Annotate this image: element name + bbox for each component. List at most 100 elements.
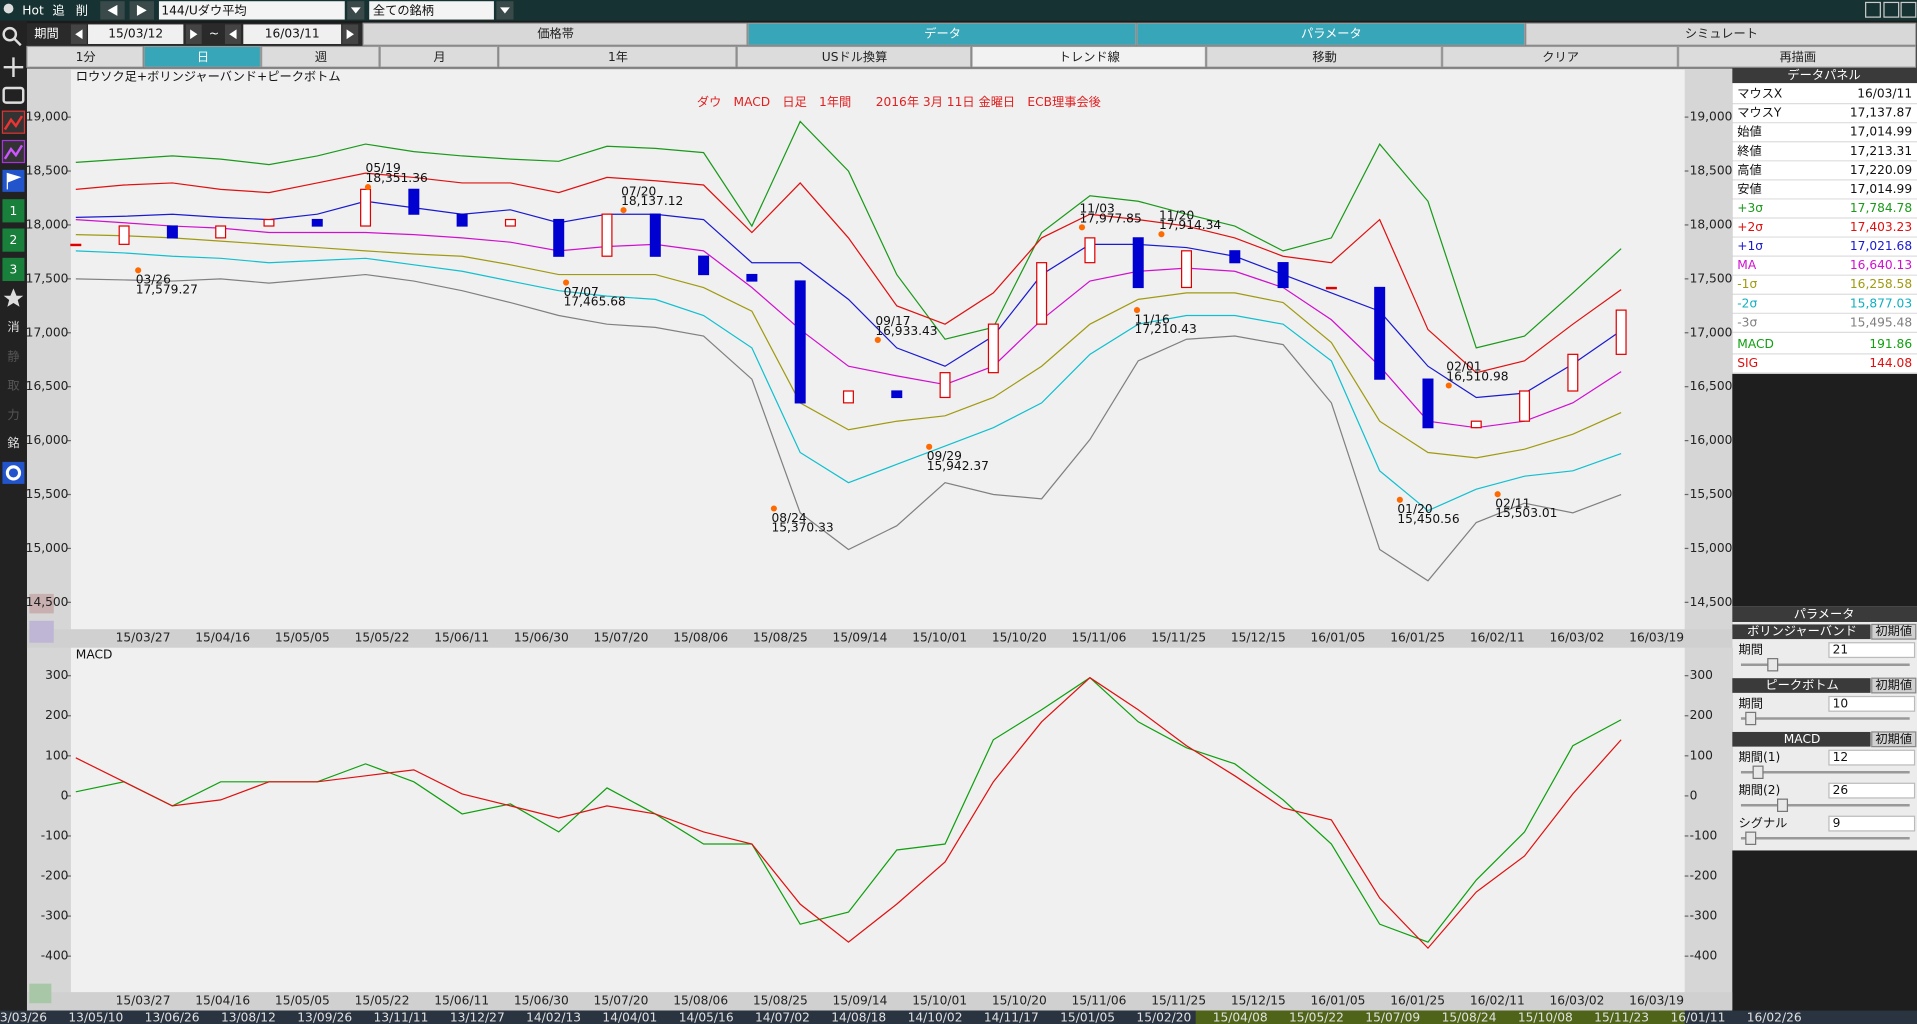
y-tick-label: 300 bbox=[1690, 668, 1713, 682]
x-tick-label: 16/03/02 bbox=[1550, 993, 1605, 1007]
toolbar-tab[interactable] bbox=[498, 45, 737, 68]
param-input[interactable] bbox=[1828, 642, 1916, 659]
annotation-date: 02/01 bbox=[1446, 360, 1481, 374]
toolbar-tab[interactable] bbox=[1442, 45, 1678, 68]
tab[interactable] bbox=[1525, 22, 1917, 46]
timeline-label[interactable]: 15/01/05 bbox=[1060, 1010, 1115, 1024]
slider-knob[interactable] bbox=[1745, 831, 1757, 845]
preset-2[interactable] bbox=[2, 228, 25, 252]
reset-button[interactable] bbox=[1871, 677, 1917, 694]
timeline-label[interactable]: 13/03/26 bbox=[0, 1010, 47, 1024]
tab[interactable] bbox=[362, 22, 748, 46]
x-tick-label: 15/07/20 bbox=[594, 630, 649, 644]
timeline-label[interactable]: 14/04/01 bbox=[602, 1010, 657, 1024]
crosshair-icon[interactable] bbox=[3, 57, 24, 77]
timeline-label[interactable]: 15/07/09 bbox=[1365, 1010, 1420, 1024]
search-icon[interactable] bbox=[2, 26, 18, 42]
camera-icon[interactable] bbox=[2, 86, 25, 104]
timeline-label[interactable]: 15/10/08 bbox=[1518, 1010, 1573, 1024]
timeline-label[interactable]: 14/08/18 bbox=[831, 1010, 886, 1024]
sidebar-label[interactable]: 力 bbox=[7, 408, 19, 422]
parameter-panel-header bbox=[1732, 606, 1917, 622]
toolbar-tab[interactable] bbox=[736, 45, 972, 68]
timeline-label[interactable]: 15/04/08 bbox=[1213, 1010, 1268, 1024]
timeline-label[interactable]: 14/11/17 bbox=[984, 1010, 1039, 1024]
x-tick-label: 15/10/20 bbox=[992, 993, 1047, 1007]
chart-subtitle: ロウソク足+ボリンジャーバンド+ピークボトム bbox=[76, 69, 341, 83]
slider-knob[interactable] bbox=[1745, 711, 1757, 726]
slider-knob[interactable] bbox=[1752, 765, 1764, 779]
timeline-label[interactable]: 16/02/26 bbox=[1747, 1010, 1802, 1024]
peak-bottom-marker bbox=[1158, 231, 1165, 238]
param-input[interactable] bbox=[1828, 782, 1916, 799]
y-tick-label: 19,000 bbox=[1690, 110, 1733, 124]
timeline-label[interactable]: 13/11/11 bbox=[374, 1010, 429, 1024]
panel-icon[interactable] bbox=[29, 620, 54, 643]
flag-icon[interactable] bbox=[2, 169, 25, 192]
timeline-label[interactable]: 13/05/10 bbox=[68, 1010, 123, 1024]
slider-knob[interactable] bbox=[1767, 658, 1779, 672]
timeline-label[interactable]: 14/07/02 bbox=[755, 1010, 810, 1024]
timeline-label[interactable]: 16/01/11 bbox=[1670, 1010, 1725, 1024]
sidebar-label[interactable]: 3 bbox=[10, 263, 18, 277]
tab[interactable] bbox=[1136, 22, 1526, 46]
sidebar-label[interactable]: 2 bbox=[10, 233, 18, 247]
sidebar-label[interactable]: 取 bbox=[7, 379, 19, 393]
y-tick-label: 16,500 bbox=[26, 379, 69, 393]
timeline-label[interactable]: 15/05/22 bbox=[1289, 1010, 1344, 1024]
slider-knob[interactable] bbox=[1777, 798, 1789, 812]
timeline-label[interactable]: 13/08/12 bbox=[221, 1010, 276, 1024]
preset-1[interactable] bbox=[2, 199, 25, 223]
timeline-label[interactable]: 14/10/02 bbox=[908, 1010, 963, 1024]
window-minimize[interactable] bbox=[1865, 1, 1881, 18]
window-close[interactable] bbox=[1900, 1, 1917, 18]
timeline-label[interactable]: 14/05/16 bbox=[679, 1010, 734, 1024]
toolbar-tab[interactable] bbox=[1677, 45, 1917, 68]
star-icon[interactable] bbox=[3, 288, 24, 307]
param-value: 9 bbox=[1833, 816, 1841, 830]
toolbar-button[interactable]: 追 bbox=[53, 2, 65, 17]
toolbar-tab[interactable] bbox=[261, 45, 380, 68]
filter-box[interactable] bbox=[369, 1, 494, 20]
reset-button[interactable] bbox=[1871, 623, 1917, 640]
date-step-icon bbox=[346, 29, 354, 40]
sidebar-label[interactable]: 銘 bbox=[7, 435, 19, 450]
toolbar-tab[interactable] bbox=[26, 45, 144, 68]
toolbar-button[interactable]: Hot bbox=[22, 3, 44, 17]
candle bbox=[504, 218, 516, 227]
timeline-label[interactable]: 15/11/23 bbox=[1594, 1010, 1649, 1024]
panel-button[interactable] bbox=[29, 983, 52, 1004]
preset-3[interactable] bbox=[2, 257, 25, 282]
x-tick-label: 15/08/06 bbox=[673, 993, 728, 1007]
tab[interactable] bbox=[747, 22, 1137, 46]
sidebar-label[interactable]: 静 bbox=[7, 349, 19, 363]
timeline-label[interactable]: 13/12/27 bbox=[450, 1010, 505, 1024]
window-maximize[interactable] bbox=[1883, 1, 1900, 18]
timeline-label[interactable]: 13/09/26 bbox=[297, 1010, 352, 1024]
toolbar-tab[interactable] bbox=[143, 45, 262, 68]
timeline-label[interactable]: 15/02/20 bbox=[1136, 1010, 1191, 1024]
toolbar-button[interactable]: 削 bbox=[76, 3, 88, 17]
peak-bottom-marker bbox=[364, 183, 372, 191]
reset-button[interactable] bbox=[1871, 731, 1917, 748]
date-from-box[interactable] bbox=[88, 24, 184, 44]
toolbar-tab[interactable] bbox=[379, 45, 499, 68]
toolbar-tab[interactable] bbox=[971, 45, 1207, 68]
date-separator: ~ bbox=[209, 27, 219, 41]
sidebar-label[interactable]: 消 bbox=[7, 320, 19, 334]
panel-icon[interactable] bbox=[29, 593, 54, 614]
timeline-label[interactable]: 13/06/26 bbox=[145, 1010, 200, 1024]
sidebar-label[interactable]: 1 bbox=[10, 204, 18, 218]
toolbar-tab[interactable] bbox=[1206, 45, 1443, 68]
timeline-label[interactable]: 15/08/24 bbox=[1442, 1010, 1497, 1024]
timeline-label[interactable]: 14/02/13 bbox=[526, 1010, 581, 1024]
x-tick-label: 15/05/22 bbox=[355, 993, 410, 1007]
param-input[interactable] bbox=[1828, 749, 1916, 766]
symbol-box[interactable] bbox=[158, 1, 345, 20]
param-input[interactable] bbox=[1828, 815, 1916, 832]
date-to-box[interactable] bbox=[243, 24, 342, 44]
param-input[interactable] bbox=[1828, 695, 1916, 712]
x-tick-label: 15/03/27 bbox=[116, 630, 171, 644]
candle bbox=[1567, 353, 1579, 392]
settings-icon[interactable] bbox=[2, 461, 25, 484]
